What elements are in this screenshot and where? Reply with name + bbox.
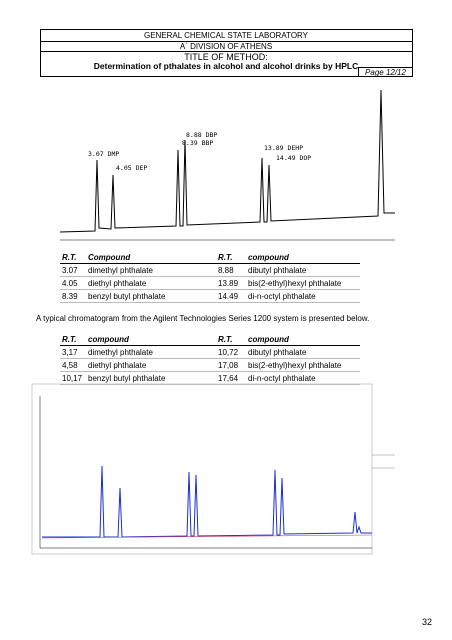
rule (60, 302, 360, 303)
table-cell: di-n-octyl phthalate (248, 374, 316, 383)
table-cell: diethyl phthalate (88, 361, 147, 370)
header-box (40, 29, 413, 77)
table-cell: bis(2-ethyl)hexyl phthalate (248, 279, 342, 288)
table-cell: dimethyl phthalate (88, 348, 153, 357)
rule (60, 371, 360, 372)
table-cell: diethyl phthalate (88, 279, 147, 288)
table-cell: 3.07 (62, 266, 78, 275)
peak-label: 14.49 DOP (276, 154, 311, 162)
rule (60, 276, 360, 277)
table-cell: 8.39 (62, 292, 78, 301)
rule (60, 345, 360, 346)
table-cell: 17,64 (218, 374, 239, 383)
table-header: R.T. (218, 253, 233, 262)
table-header: R.T. (62, 253, 77, 262)
trace (42, 465, 372, 538)
table-cell: 4,58 (62, 361, 78, 370)
lab-name: GENERAL CHEMICAL STATE LABORATORY (143, 31, 309, 40)
table-cell: dimethyl phthalate (88, 266, 153, 275)
rule (60, 384, 360, 385)
table-cell: 17,08 (218, 361, 239, 370)
peak-label: 8.39 BBP (182, 139, 213, 147)
title: Determination of pthalates in alcohol an… (93, 61, 359, 71)
plot-frame (31, 383, 373, 555)
rule (60, 358, 360, 359)
table-header: compound (88, 335, 129, 344)
table-cell: 13.89 (218, 279, 239, 288)
table-cell: benzyl butyl phthalate (88, 292, 166, 301)
table-cell: 10,72 (218, 348, 239, 357)
peak-label: 13.89 DEHP (264, 144, 303, 152)
trace (59, 89, 395, 233)
table-header: Compound (88, 253, 131, 262)
peak-label: 3.07 DMP (88, 150, 119, 158)
peak-label: 4.05 DEP (116, 164, 147, 172)
table-header: compound (248, 335, 289, 344)
division: A΄ DIVISION OF ATHENS (179, 42, 273, 51)
rule (40, 41, 412, 42)
peak-label: 8.88 DBP (186, 131, 217, 139)
rule (40, 51, 412, 52)
table-cell: 3,17 (62, 348, 78, 357)
peak-labels: 3.07 DMP 4.05 DEP 8.88 DBP 8.39 BBP 13.8… (88, 131, 311, 172)
table-cell: di-n-octyl phthalate (248, 292, 316, 301)
table-cell: dibutyl phthalate (248, 266, 307, 275)
rule (60, 263, 360, 264)
rule (60, 289, 360, 290)
note: A typical chromatogram from the Agilent … (36, 314, 370, 323)
table-header: R.T. (218, 335, 233, 344)
table-cell: 4.05 (62, 279, 78, 288)
title-label: TITLE OF METHOD: (184, 52, 268, 62)
table-cell: 8.88 (218, 266, 234, 275)
table-cell: 14.49 (218, 292, 239, 301)
page-number: 32 (422, 617, 433, 627)
page-label: Page 12/12 (358, 67, 412, 77)
table-cell: benzyl butyl phthalate (88, 374, 166, 383)
table-cell: dibutyl phthalate (248, 348, 307, 357)
table-cell: bis(2-ethyl)hexyl phthalate (248, 361, 342, 370)
table-header: compound (248, 253, 289, 262)
table-cell: 10,17 (62, 374, 83, 383)
baseline (41, 534, 373, 539)
table-header: R.T. (62, 335, 77, 344)
